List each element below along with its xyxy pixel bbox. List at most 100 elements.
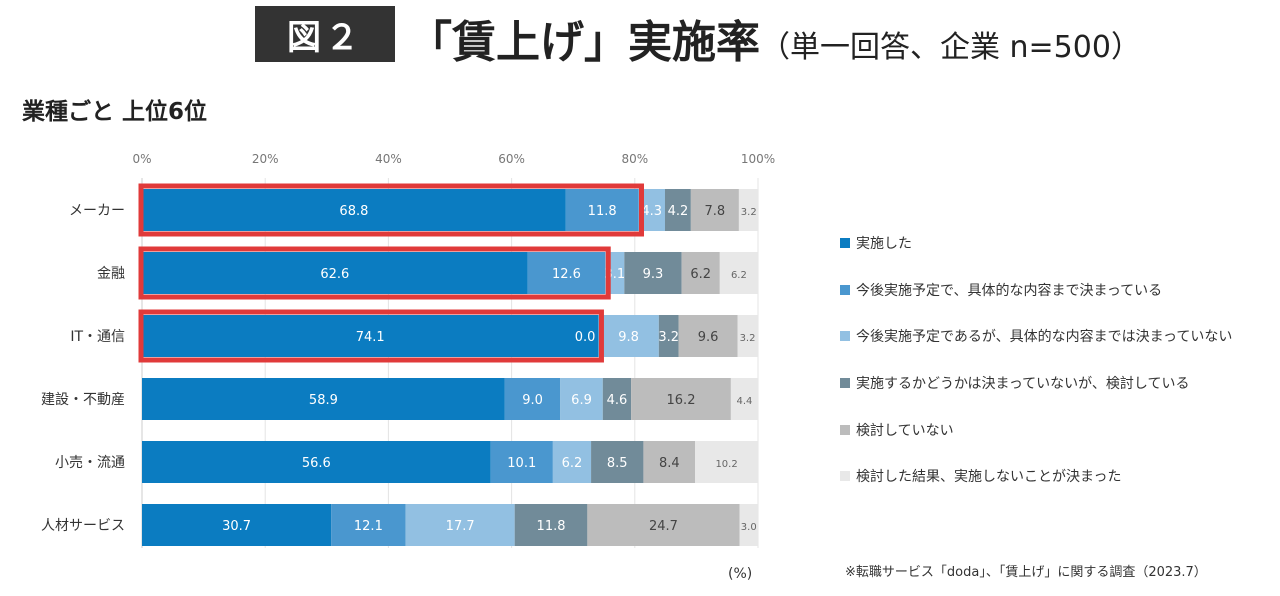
data-label: 11.8: [537, 519, 566, 534]
legend-label: 実施するかどうかは決まっていないが、検討している: [856, 376, 1190, 393]
bar-segment: [552, 441, 592, 483]
bar-segment: [142, 252, 528, 294]
legend-item: 今後実施予定であるが、具体的な内容までは決まっていない: [840, 313, 1232, 360]
legend-item: 検討していない: [840, 406, 1232, 453]
legend-swatch: [840, 471, 850, 482]
category-label: 小売・流通: [55, 455, 125, 471]
legend-swatch: [840, 424, 850, 435]
category-label: 人材サービス: [41, 518, 125, 534]
data-label: 11.8: [588, 204, 617, 219]
highlight-box: [138, 183, 644, 237]
bar-segment: [602, 378, 632, 420]
data-label: 8.4: [659, 456, 680, 471]
data-label: 6.2: [690, 267, 711, 282]
bar-segment: [504, 378, 561, 420]
x-tick-label: 0%: [132, 152, 151, 166]
legend-swatch: [840, 238, 850, 249]
data-label: 16.2: [667, 393, 696, 408]
bar-segment: [681, 252, 720, 294]
x-tick-label: 40%: [375, 152, 402, 166]
title-main: 「賃上げ」実施率: [408, 17, 760, 68]
x-axis-unit: (%): [728, 566, 753, 582]
legend-label: 検討した結果、実施しないことが決まった: [856, 469, 1122, 486]
bar-segment: [598, 315, 659, 357]
bar-segment: [631, 378, 731, 420]
data-label: 4.2: [668, 204, 689, 219]
legend-label: 実施した: [856, 236, 912, 253]
legend-item: 検討した結果、実施しないことが決まった: [840, 453, 1232, 500]
data-label: 6.2: [562, 456, 583, 471]
data-label: 3.2: [658, 330, 679, 345]
bar-segment: [142, 504, 332, 546]
bar-segment: [331, 504, 406, 546]
legend-item: 実施した: [840, 220, 1232, 267]
bar-segment: [405, 504, 515, 546]
highlight-box: [138, 309, 604, 363]
x-tick-label: 100%: [741, 152, 775, 166]
data-label: 74.1: [356, 330, 385, 345]
legend-swatch: [840, 331, 850, 342]
data-label: 10.1: [507, 456, 536, 471]
bar-segment: [664, 189, 691, 231]
data-label: 8.5: [607, 456, 628, 471]
data-label: 9.0: [522, 393, 543, 408]
legend-label: 今後実施予定で、具体的な内容まで決まっている: [856, 282, 1163, 299]
data-label: 4.3: [641, 204, 662, 219]
bar-segment: [142, 189, 566, 231]
category-label: 金融: [97, 266, 125, 282]
legend-label: 今後実施予定であるが、具体的な内容までは決まっていない: [856, 329, 1233, 346]
data-label: 24.7: [649, 519, 678, 534]
data-label: 30.7: [222, 519, 251, 534]
figure-badge: 図２: [255, 6, 395, 62]
bar-segment: [739, 504, 758, 546]
data-label: 56.6: [302, 456, 331, 471]
legend-swatch: [840, 378, 850, 389]
data-label: 17.7: [446, 519, 475, 534]
bar-segment: [690, 189, 739, 231]
data-label: 6.2: [731, 270, 747, 281]
data-label: 9.6: [698, 330, 719, 345]
x-tick-label: 60%: [498, 152, 525, 166]
x-tick-label: 20%: [252, 152, 279, 166]
bar-segment: [142, 441, 491, 483]
data-label: 58.9: [309, 393, 338, 408]
data-label: 4.6: [607, 393, 628, 408]
data-label: 12.1: [354, 519, 383, 534]
data-label: 68.8: [339, 204, 368, 219]
bar-segment: [695, 441, 758, 483]
data-label: 3.0: [741, 522, 757, 533]
legend-item: 今後実施予定で、具体的な内容まで決まっている: [840, 267, 1232, 314]
legend: 実施した今後実施予定で、具体的な内容まで決まっている今後実施予定であるが、具体的…: [840, 220, 1232, 500]
category-label: メーカー: [69, 203, 125, 219]
bar-segment: [514, 504, 588, 546]
data-label: 4.4: [736, 396, 752, 407]
bar-segment: [527, 252, 606, 294]
legend-label: 検討していない: [856, 422, 954, 439]
bar-segment: [624, 252, 682, 294]
bar-segment: [678, 315, 738, 357]
bar-segment: [643, 441, 696, 483]
bar-segment: [737, 315, 758, 357]
bar-segment: [565, 189, 639, 231]
data-label: 9.8: [618, 330, 639, 345]
data-label: 62.6: [320, 267, 349, 282]
bar-segment: [738, 189, 759, 231]
data-label: 9.3: [643, 267, 664, 282]
footnote: ※転職サービス「doda」、「賃上げ」に関する調査（2023.7）: [845, 565, 1207, 580]
stacked-bar-chart: 0% 20% 40% 60% 80% 100% メーカー 68.8 11.8 4.3 4.2 7.8 3…: [41, 152, 775, 548]
data-label: 6.9: [571, 393, 592, 408]
bar-segment: [591, 441, 644, 483]
x-tick-label: 80%: [621, 152, 648, 166]
bar-segment: [142, 315, 599, 357]
bar-segment: [730, 378, 758, 420]
bar-segment: [490, 441, 553, 483]
highlight-box: [138, 246, 611, 300]
data-label: 7.8: [705, 204, 726, 219]
bar-segment: [560, 378, 603, 420]
chart-title: 「賃上げ」実施率（単一回答、企業 n=500）: [408, 6, 1141, 70]
data-label: 12.6: [552, 267, 581, 282]
bar-segment: [142, 378, 505, 420]
category-label: IT・通信: [70, 329, 125, 345]
data-label: 3.2: [740, 333, 756, 344]
section-title: 業種ごと 上位6位: [22, 99, 208, 125]
